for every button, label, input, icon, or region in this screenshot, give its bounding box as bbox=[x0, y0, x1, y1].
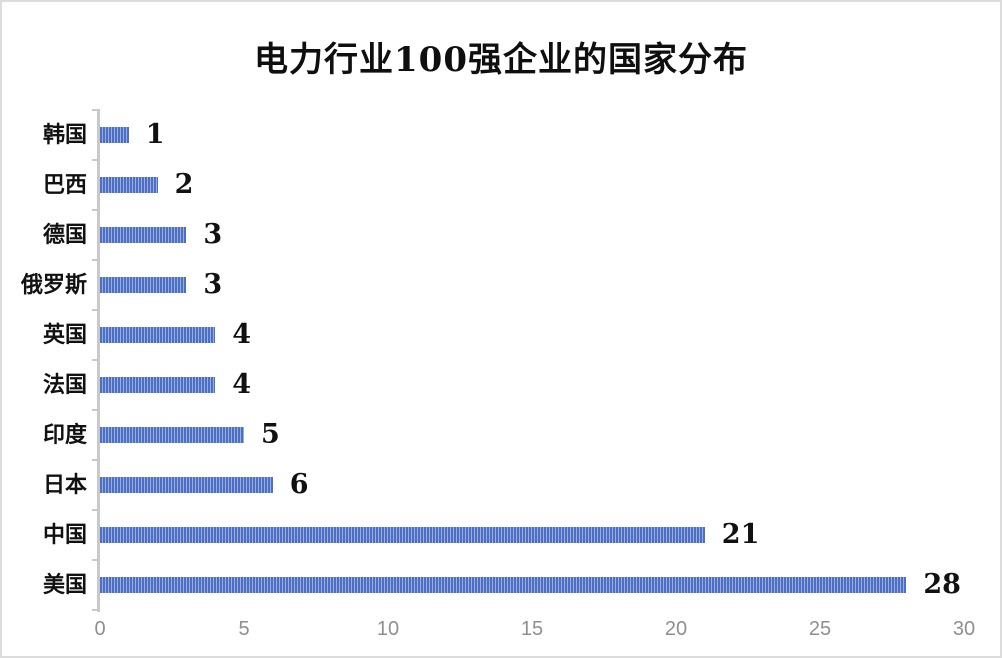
bar bbox=[100, 427, 244, 443]
category-label: 法国 bbox=[42, 372, 87, 398]
bar bbox=[100, 277, 187, 293]
bar bbox=[100, 577, 907, 593]
bar-value-label: 4 bbox=[232, 319, 251, 350]
x-axis-tick-label: 15 bbox=[520, 618, 544, 640]
bar bbox=[100, 127, 129, 143]
x-axis-tick-label: 30 bbox=[952, 618, 976, 640]
chart-row: 韩国 1 bbox=[43, 110, 964, 160]
x-axis-tick-label: 25 bbox=[808, 618, 832, 640]
x-axis-tick-label: 10 bbox=[376, 618, 400, 640]
x-axis-tick-label: 5 bbox=[238, 618, 250, 640]
bar bbox=[100, 477, 273, 493]
y-axis-tick bbox=[92, 409, 97, 411]
chart-row: 巴西 2 bbox=[43, 160, 964, 210]
category-label: 英国 bbox=[42, 322, 87, 348]
bar-value-label: 21 bbox=[721, 519, 760, 550]
chart-row: 美国 28 bbox=[43, 560, 964, 610]
bar bbox=[100, 527, 705, 543]
y-axis-tick bbox=[92, 459, 97, 461]
chart-row: 德国 3 bbox=[43, 210, 964, 260]
x-axis-tick-label: 20 bbox=[664, 618, 688, 640]
y-axis-tick bbox=[92, 359, 97, 361]
category-label: 韩国 bbox=[42, 122, 87, 148]
bar bbox=[100, 227, 187, 243]
chart-row: 日本 6 bbox=[43, 460, 964, 510]
category-label: 德国 bbox=[42, 222, 87, 248]
y-axis-tick bbox=[92, 159, 97, 161]
category-label: 俄罗斯 bbox=[20, 272, 87, 298]
bar bbox=[100, 327, 216, 343]
category-label: 巴西 bbox=[42, 172, 87, 198]
category-label: 中国 bbox=[42, 522, 87, 548]
y-axis-tick bbox=[92, 109, 97, 111]
category-label: 美国 bbox=[42, 572, 87, 598]
y-axis-tick bbox=[92, 509, 97, 511]
bar bbox=[100, 177, 158, 193]
y-axis-tick bbox=[92, 259, 97, 261]
y-axis-tick bbox=[92, 609, 97, 611]
chart-row: 中国 21 bbox=[43, 510, 964, 560]
bar-value-label: 2 bbox=[174, 169, 194, 200]
y-axis-tick bbox=[92, 309, 97, 311]
chart-row: 印度 5 bbox=[43, 410, 964, 460]
bar-value-label: 3 bbox=[203, 219, 223, 250]
category-label: 日本 bbox=[42, 472, 87, 498]
category-label: 印度 bbox=[42, 422, 87, 448]
bar-value-label: 6 bbox=[289, 469, 309, 500]
plot-area: 韩国 1 巴西 2 德国 3 俄罗斯 3 英国 4 法国 4 印度 5 日本 6 中国 21 美国 28 0 5 10 15 2… bbox=[21, 109, 975, 640]
y-axis-tick bbox=[92, 209, 97, 211]
bar-value-label: 3 bbox=[203, 269, 223, 300]
bar-value-label: 28 bbox=[923, 569, 961, 600]
bar-value-label: 5 bbox=[261, 419, 280, 450]
y-axis-line bbox=[97, 109, 100, 612]
y-axis-tick bbox=[92, 559, 97, 561]
chart-row: 法国 4 bbox=[43, 360, 964, 410]
chart-row: 俄罗斯 3 bbox=[21, 260, 964, 310]
chart-row: 英国 4 bbox=[43, 310, 964, 360]
bar-value-label: 1 bbox=[145, 119, 165, 150]
bar bbox=[100, 377, 216, 393]
x-axis-tick-label: 0 bbox=[94, 618, 106, 640]
chart-title: 电力行业100强企业的国家分布 bbox=[254, 40, 748, 80]
bar-value-label: 4 bbox=[232, 369, 251, 400]
